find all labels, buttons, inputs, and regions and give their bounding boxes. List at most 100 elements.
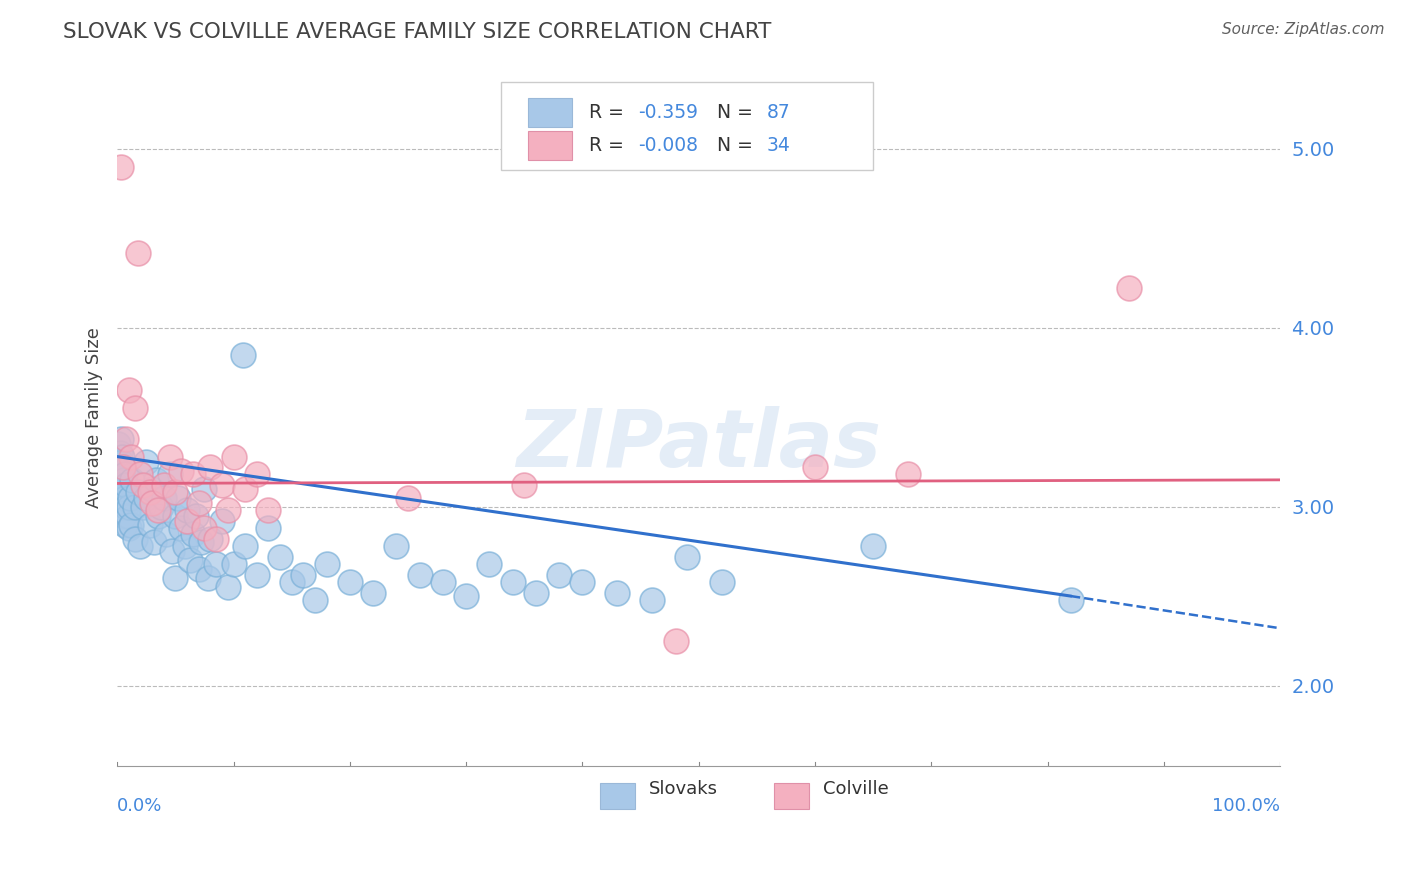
FancyBboxPatch shape <box>501 82 873 169</box>
Point <box>205 532 228 546</box>
Point <box>187 496 209 510</box>
Point <box>146 508 169 523</box>
Point <box>246 567 269 582</box>
Point <box>478 557 501 571</box>
Point <box>217 580 239 594</box>
Point <box>115 478 138 492</box>
Point <box>115 432 138 446</box>
Point <box>385 539 408 553</box>
Point <box>361 585 384 599</box>
Point <box>124 401 146 416</box>
Point <box>111 482 134 496</box>
Point <box>432 574 454 589</box>
Point <box>159 467 181 482</box>
Point <box>143 535 166 549</box>
Point <box>107 437 129 451</box>
Text: Slovaks: Slovaks <box>648 780 718 798</box>
Text: 100.0%: 100.0% <box>1212 797 1281 814</box>
Text: 0.0%: 0.0% <box>117 797 163 814</box>
Point <box>112 508 135 523</box>
Text: 87: 87 <box>766 103 790 122</box>
Point <box>862 539 884 553</box>
Point <box>124 500 146 514</box>
Point <box>129 467 152 482</box>
Text: ZIPatlas: ZIPatlas <box>516 406 882 484</box>
Y-axis label: Average Family Size: Average Family Size <box>86 326 103 508</box>
Point <box>257 521 280 535</box>
Point <box>205 557 228 571</box>
Point <box>165 571 187 585</box>
Point <box>111 464 134 478</box>
Point <box>339 574 361 589</box>
Point <box>132 500 155 514</box>
Point <box>233 539 256 553</box>
Point <box>110 455 132 469</box>
Point <box>166 491 188 505</box>
Text: -0.008: -0.008 <box>638 136 699 154</box>
Point <box>139 517 162 532</box>
Point <box>1060 592 1083 607</box>
Point <box>111 450 134 464</box>
Point <box>165 485 187 500</box>
Point <box>664 633 686 648</box>
Point <box>176 503 198 517</box>
Point <box>200 532 222 546</box>
Point <box>110 160 132 174</box>
Point <box>187 562 209 576</box>
Text: N =: N = <box>717 103 759 122</box>
Text: R =: R = <box>589 136 630 154</box>
Text: 34: 34 <box>766 136 790 154</box>
Point <box>804 460 827 475</box>
FancyBboxPatch shape <box>527 130 572 160</box>
Point <box>246 467 269 482</box>
Point <box>502 574 524 589</box>
Point <box>606 585 628 599</box>
Point <box>524 585 547 599</box>
Point <box>170 521 193 535</box>
Point <box>190 535 212 549</box>
Point <box>232 348 254 362</box>
Point <box>233 482 256 496</box>
Text: -0.359: -0.359 <box>638 103 699 122</box>
Text: Colville: Colville <box>824 780 889 798</box>
Point <box>139 485 162 500</box>
Point <box>304 592 326 607</box>
Point <box>396 491 419 505</box>
Point <box>1118 281 1140 295</box>
Point <box>186 508 208 523</box>
Point <box>159 450 181 464</box>
Point <box>548 567 571 582</box>
Point <box>152 491 174 505</box>
Point <box>135 455 157 469</box>
Point <box>211 514 233 528</box>
Point <box>280 574 302 589</box>
Point <box>111 500 134 514</box>
Point <box>114 467 136 482</box>
Point <box>197 571 219 585</box>
Point <box>222 557 245 571</box>
Point <box>111 478 134 492</box>
Point <box>711 574 734 589</box>
Point <box>165 508 187 523</box>
Point <box>152 478 174 492</box>
Point <box>269 549 291 564</box>
Point <box>111 460 134 475</box>
Text: R =: R = <box>589 103 630 122</box>
Point <box>181 467 204 482</box>
Point <box>513 478 536 492</box>
Point <box>150 500 173 514</box>
FancyBboxPatch shape <box>775 783 810 809</box>
Point <box>118 500 141 514</box>
Point <box>124 532 146 546</box>
Point <box>897 467 920 482</box>
Point <box>118 521 141 535</box>
Point <box>111 460 134 475</box>
Point <box>118 491 141 505</box>
Point <box>292 567 315 582</box>
Point <box>211 478 233 492</box>
Point <box>176 514 198 528</box>
Point <box>193 482 215 496</box>
Point <box>200 460 222 475</box>
Point <box>456 589 478 603</box>
Point <box>257 503 280 517</box>
